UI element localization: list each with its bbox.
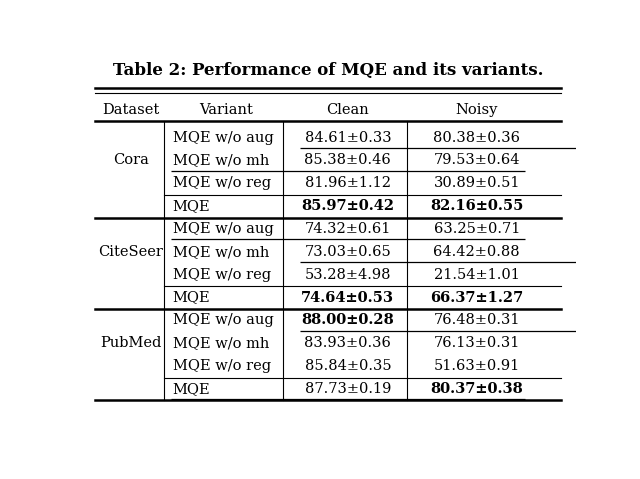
Text: 53.28±4.98: 53.28±4.98 [305, 268, 391, 282]
Text: PubMed: PubMed [100, 336, 161, 350]
Text: 87.73±0.19: 87.73±0.19 [305, 382, 391, 396]
Text: 74.32±0.61: 74.32±0.61 [305, 222, 391, 236]
Text: 79.53±0.64: 79.53±0.64 [433, 153, 520, 167]
Text: MQE w/o reg: MQE w/o reg [173, 268, 271, 282]
Text: Table 2: Performance of MQE and its variants.: Table 2: Performance of MQE and its vari… [113, 62, 543, 79]
Text: MQE w/o aug: MQE w/o aug [173, 313, 273, 328]
Text: 76.13±0.31: 76.13±0.31 [434, 336, 520, 350]
Text: MQE: MQE [173, 291, 211, 305]
Text: 81.96±1.12: 81.96±1.12 [305, 176, 391, 190]
Text: Dataset: Dataset [102, 103, 159, 117]
Text: Cora: Cora [113, 153, 148, 167]
Text: 51.63±0.91: 51.63±0.91 [434, 359, 520, 373]
Text: Noisy: Noisy [456, 103, 498, 117]
Text: 85.84±0.35: 85.84±0.35 [305, 359, 391, 373]
Text: 88.00±0.28: 88.00±0.28 [301, 313, 394, 328]
Text: 82.16±0.55: 82.16±0.55 [430, 199, 524, 213]
Text: 63.25±0.71: 63.25±0.71 [434, 222, 520, 236]
Text: 21.54±1.01: 21.54±1.01 [434, 268, 520, 282]
Text: Clean: Clean [326, 103, 369, 117]
Text: 84.61±0.33: 84.61±0.33 [305, 130, 391, 145]
Text: MQE w/o reg: MQE w/o reg [173, 176, 271, 190]
Text: 30.89±0.51: 30.89±0.51 [433, 176, 520, 190]
Text: MQE w/o mh: MQE w/o mh [173, 153, 269, 167]
Text: 76.48±0.31: 76.48±0.31 [433, 313, 520, 328]
Text: 80.38±0.36: 80.38±0.36 [433, 130, 520, 145]
Text: 73.03±0.65: 73.03±0.65 [305, 245, 391, 259]
Text: MQE w/o aug: MQE w/o aug [173, 222, 273, 236]
Text: MQE w/o reg: MQE w/o reg [173, 359, 271, 373]
Text: CiteSeer: CiteSeer [99, 245, 163, 259]
Text: MQE: MQE [173, 382, 211, 396]
Text: 64.42±0.88: 64.42±0.88 [433, 245, 520, 259]
Text: 83.93±0.36: 83.93±0.36 [305, 336, 391, 350]
Text: MQE: MQE [173, 199, 211, 213]
Text: MQE w/o aug: MQE w/o aug [173, 130, 273, 145]
Text: 66.37±1.27: 66.37±1.27 [430, 291, 524, 305]
Text: 80.37±0.38: 80.37±0.38 [431, 382, 523, 396]
Text: Variant: Variant [200, 103, 253, 117]
Text: MQE w/o mh: MQE w/o mh [173, 245, 269, 259]
Text: 85.38±0.46: 85.38±0.46 [305, 153, 391, 167]
Text: MQE w/o mh: MQE w/o mh [173, 336, 269, 350]
Text: 74.64±0.53: 74.64±0.53 [301, 291, 394, 305]
Text: 85.97±0.42: 85.97±0.42 [301, 199, 394, 213]
